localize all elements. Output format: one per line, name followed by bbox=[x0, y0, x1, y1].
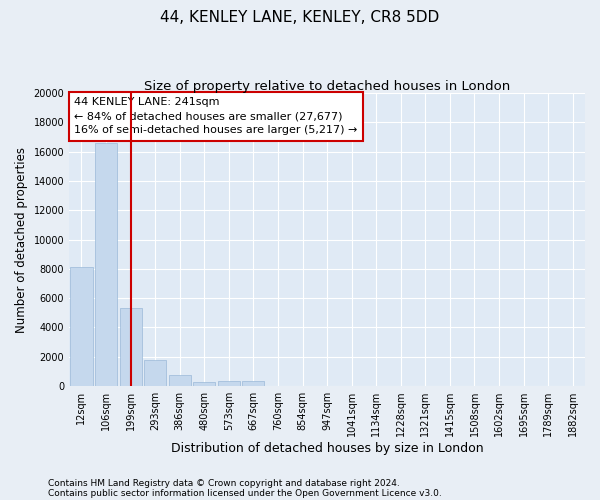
Bar bbox=[70, 268, 92, 386]
Bar bbox=[169, 375, 191, 386]
Text: 44, KENLEY LANE, KENLEY, CR8 5DD: 44, KENLEY LANE, KENLEY, CR8 5DD bbox=[160, 10, 440, 25]
Bar bbox=[119, 308, 142, 386]
Bar bbox=[95, 143, 117, 386]
Bar bbox=[193, 382, 215, 386]
Text: Contains public sector information licensed under the Open Government Licence v3: Contains public sector information licen… bbox=[48, 488, 442, 498]
Title: Size of property relative to detached houses in London: Size of property relative to detached ho… bbox=[144, 80, 510, 93]
Bar bbox=[242, 381, 265, 386]
Bar bbox=[144, 360, 166, 386]
Bar bbox=[218, 381, 240, 386]
X-axis label: Distribution of detached houses by size in London: Distribution of detached houses by size … bbox=[171, 442, 484, 455]
Y-axis label: Number of detached properties: Number of detached properties bbox=[15, 146, 28, 332]
Text: Contains HM Land Registry data © Crown copyright and database right 2024.: Contains HM Land Registry data © Crown c… bbox=[48, 478, 400, 488]
Text: 44 KENLEY LANE: 241sqm
← 84% of detached houses are smaller (27,677)
16% of semi: 44 KENLEY LANE: 241sqm ← 84% of detached… bbox=[74, 98, 358, 136]
